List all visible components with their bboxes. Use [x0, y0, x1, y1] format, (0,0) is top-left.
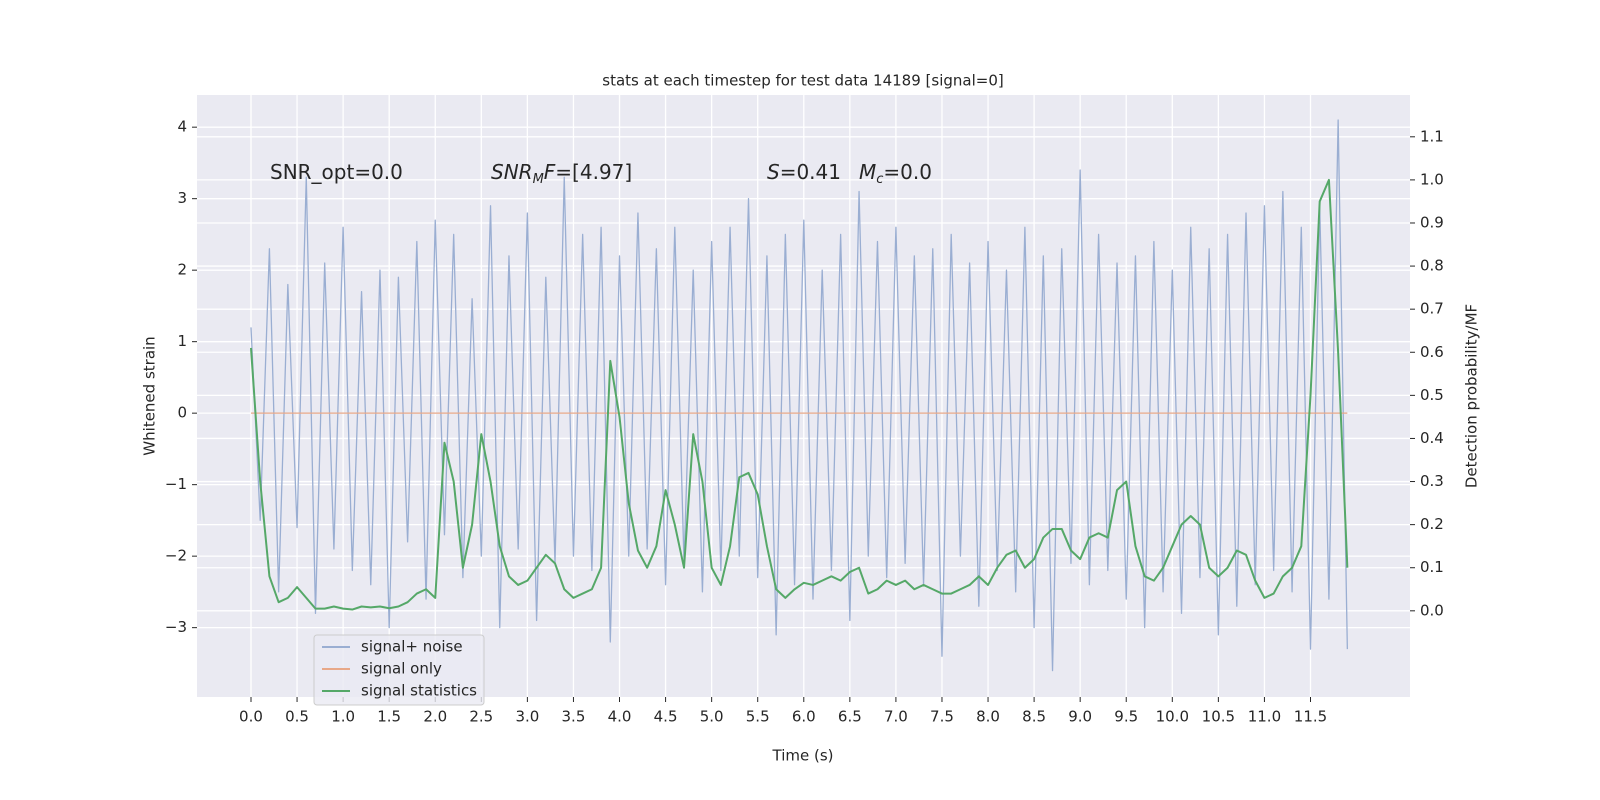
x-axis-label: Time (s) — [772, 747, 834, 765]
x-tick-label: 9.5 — [1114, 708, 1138, 726]
y-axis-label: Whitened strain — [141, 336, 159, 455]
x-tick-label: 11.5 — [1294, 708, 1327, 726]
x-tick-label: 2.0 — [423, 708, 447, 726]
annotation-part: SNR_opt=0.0 — [270, 160, 403, 184]
x-tick-label: 0.5 — [285, 708, 309, 726]
x-tick-label: 4.0 — [608, 708, 632, 726]
y2-axis-label: Detection probability/MF — [1463, 304, 1481, 488]
legend-label: signal+ noise — [361, 638, 463, 656]
y2-tick-label: 0.3 — [1420, 472, 1444, 490]
y2-tick-label: 1.1 — [1420, 127, 1444, 145]
y-tick-label: −2 — [165, 547, 187, 565]
y2-tick-label: 0.2 — [1420, 515, 1444, 533]
x-tick-label: 10.0 — [1156, 708, 1189, 726]
x-tick-label: 1.5 — [377, 708, 401, 726]
annotation-part: =0.41 — [780, 160, 841, 184]
annotation: S=0.41 — [767, 160, 841, 184]
x-tick-label: 6.5 — [838, 708, 862, 726]
x-tick-label: 5.5 — [746, 708, 770, 726]
y-tick-label: 2 — [177, 261, 187, 279]
x-tick-label: 4.5 — [654, 708, 678, 726]
legend-box — [313, 634, 485, 706]
x-tick-label: 6.0 — [792, 708, 816, 726]
annotation-part: M — [859, 160, 876, 184]
y-tick-label: 3 — [177, 189, 187, 207]
y2-tick-label: 0.5 — [1420, 386, 1444, 404]
legend-label: signal statistics — [361, 682, 477, 700]
y2-tick-label: 1.0 — [1420, 170, 1444, 188]
y-tick-label: 1 — [177, 332, 187, 350]
x-tick-label: 8.0 — [976, 708, 1000, 726]
annotation: SNR_opt=0.0 — [270, 160, 403, 184]
annotation-part: c — [876, 172, 883, 187]
x-tick-label: 3.0 — [515, 708, 539, 726]
x-tick-label: 7.5 — [930, 708, 954, 726]
y2-tick-label: 0.6 — [1420, 343, 1444, 361]
series-line — [250, 119, 1348, 672]
annotation: Mc=0.0 — [859, 160, 932, 187]
y-tick-label: −3 — [165, 618, 187, 636]
x-tick-label: 10.5 — [1202, 708, 1235, 726]
y-tick-label: −1 — [165, 475, 187, 493]
annotation-part: F — [544, 160, 556, 184]
annotation-part: SNR — [491, 160, 533, 184]
y2-tick-label: 0.8 — [1420, 257, 1444, 275]
chart-title: stats at each timestep for test data 141… — [602, 72, 1003, 90]
legend-label: signal only — [361, 660, 442, 678]
annotation-part: =[4.97] — [555, 160, 632, 184]
annotation-part: S — [767, 160, 780, 184]
series-line — [249, 178, 1349, 611]
x-tick-label: 5.0 — [700, 708, 724, 726]
y-tick-label: 4 — [177, 118, 187, 136]
x-tick-label: 7.0 — [884, 708, 908, 726]
x-tick-label: 9.0 — [1068, 708, 1092, 726]
y2-tick-label: 0.0 — [1420, 601, 1444, 619]
y2-tick-label: 0.9 — [1420, 213, 1444, 231]
y-tick-label: 0 — [177, 404, 187, 422]
annotation: SNRMF=[4.97] — [491, 160, 632, 187]
y2-tick-label: 0.1 — [1420, 558, 1444, 576]
x-tick-label: 2.5 — [469, 708, 493, 726]
x-tick-label: 8.5 — [1022, 708, 1046, 726]
annotation-part: =0.0 — [883, 160, 932, 184]
x-tick-label: 1.0 — [331, 708, 355, 726]
x-tick-label: 3.5 — [562, 708, 586, 726]
y2-tick-label: 0.4 — [1420, 429, 1444, 447]
x-tick-label: 11.0 — [1248, 708, 1281, 726]
annotation-part: M — [533, 172, 544, 187]
y2-tick-label: 0.7 — [1420, 300, 1444, 318]
x-tick-label: 0.0 — [239, 708, 263, 726]
